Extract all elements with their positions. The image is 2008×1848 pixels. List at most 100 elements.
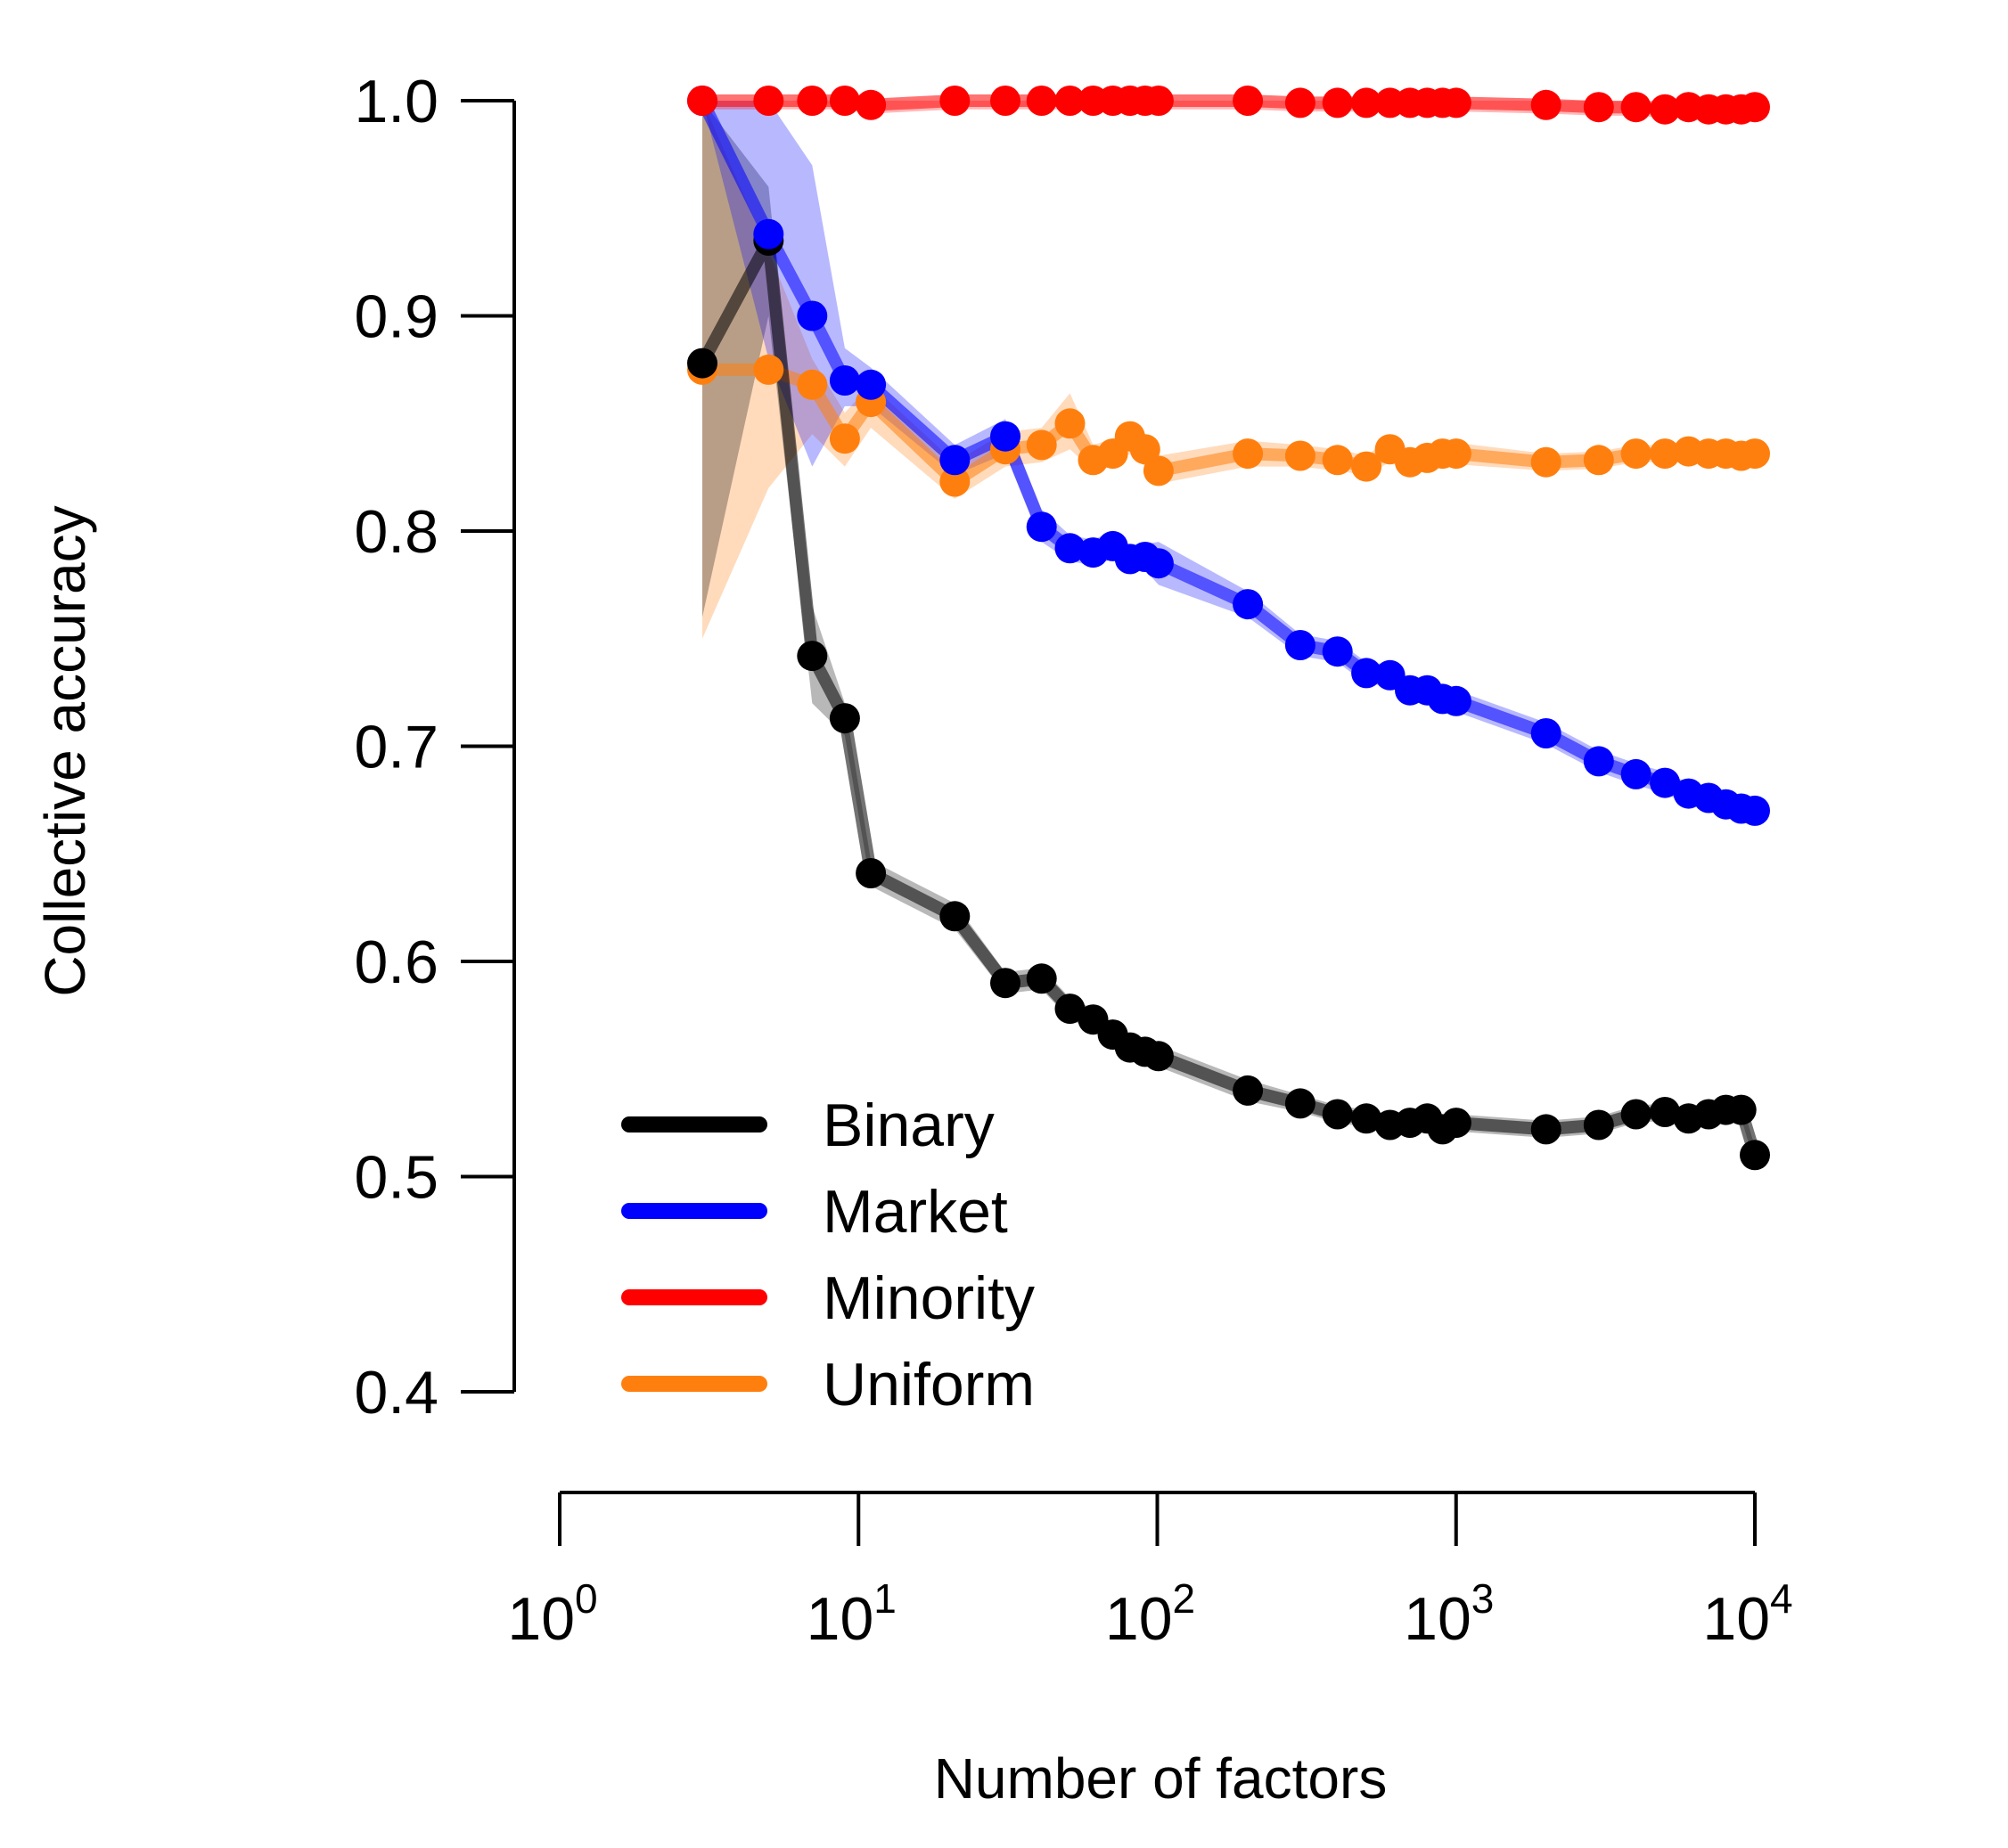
binary-data-point — [1322, 1099, 1353, 1130]
series-lines — [696, 94, 1761, 1162]
uniform-data-point — [1740, 438, 1770, 470]
market-data-point — [1026, 511, 1057, 543]
market-data-point — [1054, 533, 1086, 564]
x-axis-title: Number of factors — [934, 1746, 1388, 1811]
binary-data-point — [1026, 963, 1057, 994]
x-tick-label: 102 — [1105, 1575, 1195, 1653]
market-data-point — [1583, 746, 1614, 777]
binary-data-point — [939, 901, 971, 932]
x-axis: 100 101 102 103 104 — [507, 1491, 1793, 1653]
binary-data-point — [687, 348, 717, 379]
minority-data-point — [1026, 86, 1057, 116]
binary-data-point — [829, 703, 860, 734]
uniform-data-point — [1129, 434, 1160, 465]
uniform-data-point — [1284, 440, 1315, 471]
series-points — [687, 86, 1770, 1171]
minority-data-point — [797, 86, 828, 116]
minority-data-point — [990, 86, 1020, 116]
uniform-data-point — [1143, 455, 1174, 487]
y-tick-label: 0.6 — [354, 928, 438, 996]
uniform-data-point — [1440, 438, 1471, 470]
market-data-point — [1284, 630, 1315, 660]
uniform-data-point — [1322, 445, 1353, 476]
minority-data-point — [1530, 89, 1561, 120]
minority-data-point — [1650, 94, 1681, 125]
binary-data-point — [1284, 1088, 1315, 1119]
uniform-data-point — [1054, 408, 1086, 439]
uniform-data-point — [939, 466, 971, 497]
market-data-point — [1351, 658, 1382, 689]
minority-data-point — [829, 86, 860, 116]
uniform-data-point — [1233, 438, 1264, 470]
x-tick-label: 103 — [1404, 1575, 1494, 1653]
uniform-legend-label: Uniform — [823, 1351, 1035, 1419]
market-data-point — [1143, 548, 1174, 579]
x-tick-label: 100 — [507, 1575, 597, 1653]
market-data-point — [990, 421, 1020, 452]
market-legend-label: Market — [823, 1178, 1008, 1246]
uniform-data-point — [1530, 446, 1561, 478]
y-tick-label: 0.7 — [354, 714, 438, 781]
binary-confidence-band — [702, 101, 1755, 1164]
binary-data-point — [1054, 994, 1086, 1025]
minority-data-point — [1143, 86, 1174, 116]
binary-data-point — [1725, 1094, 1757, 1125]
minority-legend-label: Minority — [823, 1264, 1035, 1332]
binary-data-point — [1530, 1114, 1561, 1145]
market-confidence-band — [702, 101, 1755, 822]
minority-data-point — [753, 86, 784, 116]
y-tick-label: 0.8 — [354, 498, 438, 566]
market-data-point — [1620, 758, 1651, 789]
market-data-point — [1440, 685, 1471, 716]
market-data-point — [1530, 718, 1561, 748]
minority-data-point — [687, 86, 717, 116]
legend: Binary Market Minority Uniform — [621, 1092, 1035, 1419]
binary-data-point — [1650, 1097, 1681, 1127]
binary-data-point — [1143, 1041, 1174, 1072]
uniform-data-point — [1026, 429, 1057, 461]
minority-data-point — [856, 89, 887, 120]
y-tick-label: 0.4 — [354, 1359, 438, 1427]
y-axis: 0.4 0.5 0.6 0.7 0.8 0.9 1.0 — [354, 68, 516, 1427]
uniform-data-point — [1583, 445, 1614, 476]
x-tick-label: 104 — [1702, 1575, 1792, 1653]
binary-data-point — [856, 858, 887, 888]
binary-data-point — [797, 641, 828, 672]
y-tick-label: 0.5 — [354, 1144, 438, 1212]
market-data-point — [1322, 636, 1353, 667]
market-data-point — [797, 300, 828, 331]
minority-data-point — [939, 86, 971, 116]
minority-data-point — [1284, 87, 1315, 119]
binary-data-point — [1351, 1103, 1382, 1134]
uniform-data-point — [753, 354, 784, 385]
minority-data-point — [1054, 86, 1086, 116]
uniform-data-point — [1620, 438, 1651, 470]
binary-data-point — [1740, 1140, 1770, 1171]
x-tick-label: 101 — [807, 1575, 897, 1653]
y-tick-label: 0.9 — [354, 283, 438, 351]
market-data-point — [939, 445, 971, 476]
uniform-data-point — [1351, 451, 1382, 482]
minority-data-point — [1620, 92, 1651, 123]
minority-data-point — [1351, 87, 1382, 119]
binary-data-point — [1233, 1075, 1264, 1106]
binary-data-point — [1583, 1109, 1614, 1141]
uniform-data-point — [829, 423, 860, 454]
binary-legend-label: Binary — [823, 1092, 995, 1159]
confidence-bands — [702, 101, 1755, 1164]
market-data-point — [1233, 589, 1264, 620]
market-data-point — [753, 218, 784, 249]
market-data-point — [856, 369, 887, 400]
uniform-data-point — [797, 369, 828, 400]
market-data-point — [1650, 767, 1681, 798]
market-data-point — [1740, 795, 1770, 826]
binary-data-point — [1620, 1099, 1651, 1130]
binary-data-point — [1440, 1108, 1471, 1139]
uniform-data-point — [1650, 438, 1681, 470]
minority-data-point — [1322, 87, 1353, 119]
y-axis-title: Collective accuracy — [33, 505, 97, 996]
minority-data-point — [1233, 86, 1264, 116]
minority-data-point — [1440, 87, 1471, 119]
y-tick-label: 1.0 — [354, 68, 438, 135]
